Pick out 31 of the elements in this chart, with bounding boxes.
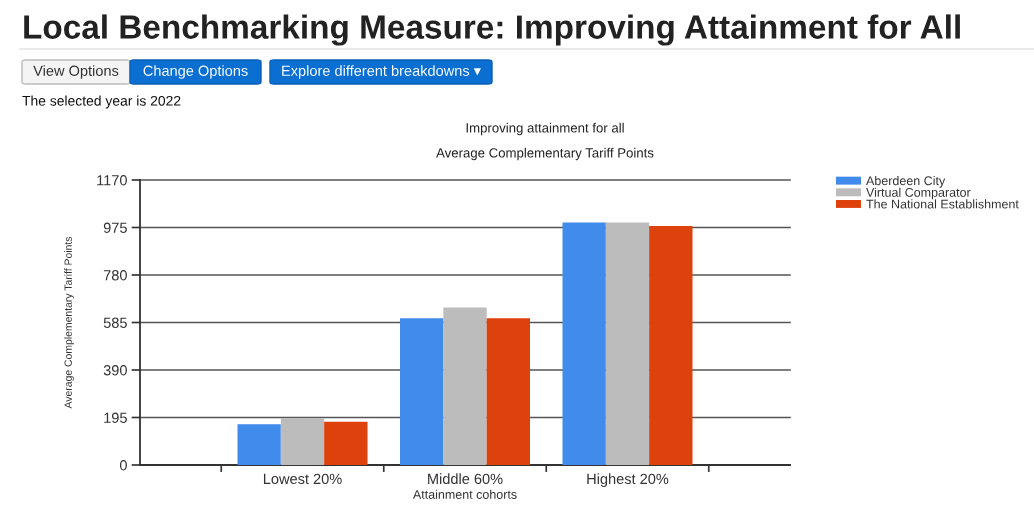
y-tick-label: 585	[103, 317, 127, 328]
bar	[605, 222, 650, 465]
y-tick-label: 780	[103, 270, 127, 281]
y-tick-label: 1170	[97, 175, 127, 186]
text: View Options	[33, 65, 119, 79]
y-axis-title: Average Complementary Tariff Points	[64, 236, 74, 409]
text: Local Benchmarking Measure: Improving Attainment for All	[24, 14, 960, 46]
legend-label: The National Establishment	[866, 199, 1019, 209]
bar	[400, 318, 444, 465]
legend-label: Aberdeen City	[866, 176, 946, 188]
x-tick-label: Lowest 20%	[263, 473, 342, 485]
text: The selected year is 2022	[22, 95, 181, 109]
bar	[280, 418, 325, 465]
x-axis-title: Attainment cohorts	[412, 489, 517, 499]
x-tick-label: Highest 20%	[587, 473, 669, 487]
bar	[649, 226, 693, 465]
x-tick-label: Middle 60%	[428, 473, 503, 485]
chart-subtitle: Average Complementary Tariff Points	[436, 147, 654, 161]
y-tick-label: 975	[103, 222, 127, 233]
bar	[324, 421, 368, 465]
bar	[486, 318, 530, 465]
bar	[443, 307, 487, 465]
text: Explore different breakdowns ▾	[282, 65, 481, 79]
text: Change Options	[143, 65, 248, 79]
chart-title: Improving attainment for all	[466, 122, 624, 136]
bar	[237, 424, 281, 465]
y-tick-label: 390	[103, 365, 127, 376]
bar	[562, 222, 606, 465]
y-tick-label: 195	[104, 412, 127, 423]
legend-label: Virtual Comparator	[866, 187, 971, 200]
y-tick-label: 0	[119, 460, 127, 471]
